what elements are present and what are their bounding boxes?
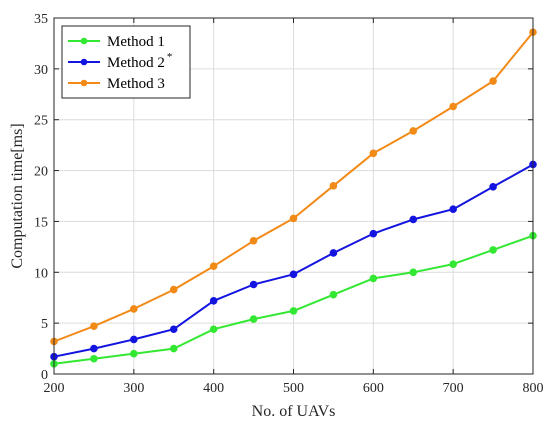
data-point <box>90 354 98 363</box>
data-point <box>209 262 218 270</box>
data-point <box>169 344 178 353</box>
data-point <box>489 77 497 85</box>
y-tick-label: 10 <box>34 266 48 281</box>
grid-lines <box>54 18 533 374</box>
legend-item: Method 1 <box>68 34 165 50</box>
y-axis-label: Computation time[ms] <box>9 123 26 268</box>
data-point <box>489 246 497 254</box>
data-point <box>169 325 178 334</box>
legend-marker <box>80 79 88 87</box>
data-point <box>289 270 298 279</box>
data-point <box>369 229 378 238</box>
data-point <box>209 325 218 334</box>
data-point <box>249 280 258 289</box>
legend-item: Method 3 <box>68 76 165 92</box>
data-point <box>449 102 457 111</box>
x-tick-label: 500 <box>283 381 304 396</box>
data-point <box>329 182 338 190</box>
x-tick-label: 800 <box>523 381 544 396</box>
data-point <box>130 305 138 313</box>
data-point <box>130 349 138 358</box>
x-tick-label: 600 <box>363 381 384 396</box>
data-point <box>289 214 298 223</box>
series-3 <box>50 28 537 346</box>
legend-label: Method 3 <box>107 76 165 92</box>
data-point <box>409 268 418 277</box>
legend-marker <box>80 37 88 45</box>
y-tick-label: 30 <box>34 63 48 78</box>
legend-superscript: * <box>167 51 173 63</box>
data-point <box>249 236 258 245</box>
x-tick-label: 700 <box>443 381 464 396</box>
x-tick-label: 200 <box>44 381 65 396</box>
data-point <box>409 215 418 224</box>
data-point <box>369 149 378 158</box>
data-point <box>130 335 138 344</box>
series-1 <box>50 231 537 368</box>
data-point <box>409 127 418 135</box>
series-layer <box>50 28 537 368</box>
data-point <box>449 260 457 268</box>
data-point <box>369 274 378 283</box>
data-point <box>169 285 178 294</box>
y-tick-label: 25 <box>34 114 48 129</box>
y-tick-label: 0 <box>41 368 48 383</box>
legend-label: Method 1 <box>107 34 165 50</box>
data-point <box>329 249 338 257</box>
data-point <box>209 296 218 305</box>
legend-label: Method 2 <box>107 55 165 71</box>
legend-item: Method 2 * <box>68 51 172 71</box>
data-point <box>249 315 258 323</box>
y-tick-label: 20 <box>34 165 48 180</box>
series-2 <box>50 160 537 361</box>
data-point <box>449 205 457 214</box>
x-tick-label: 400 <box>203 381 224 396</box>
y-tick-label: 5 <box>41 317 48 332</box>
legend-marker <box>80 58 88 66</box>
axis-ticks: 200 300 400 500 600 700 800 0 5 10 15 20 25 30 35 <box>34 12 544 396</box>
y-tick-label: 35 <box>34 12 48 27</box>
data-point <box>90 344 98 353</box>
data-point <box>289 307 298 315</box>
x-tick-label: 300 <box>123 381 144 396</box>
data-point <box>489 183 497 191</box>
data-point <box>329 290 338 299</box>
data-point <box>90 322 98 330</box>
x-axis-label: No. of UAVs <box>252 403 336 420</box>
y-tick-label: 15 <box>34 215 48 230</box>
